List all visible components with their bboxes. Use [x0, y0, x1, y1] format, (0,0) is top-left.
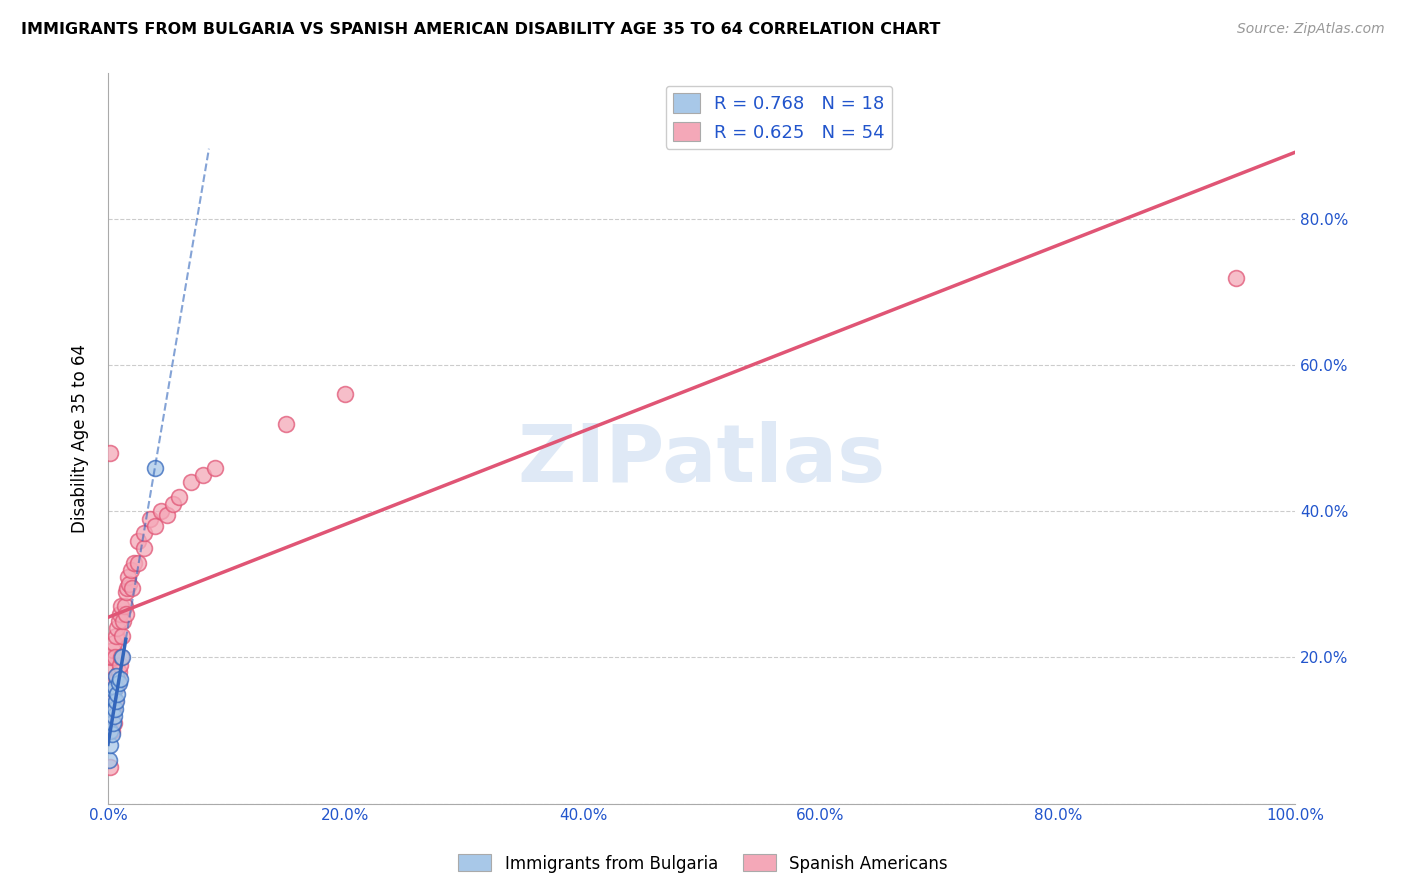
Point	[107, 676, 129, 690]
Point	[103, 716, 125, 731]
Point	[101, 673, 124, 687]
Point	[104, 680, 127, 694]
Point	[98, 446, 121, 460]
Point	[104, 694, 127, 708]
Point	[101, 701, 124, 715]
Point	[105, 680, 128, 694]
Point	[335, 387, 357, 401]
Point	[101, 643, 124, 657]
Point	[100, 650, 122, 665]
Point	[112, 614, 135, 628]
Point	[110, 650, 132, 665]
Point	[107, 614, 129, 628]
Point	[274, 417, 297, 431]
Point	[132, 526, 155, 541]
Point	[122, 556, 145, 570]
Point	[98, 709, 121, 723]
Point	[100, 723, 122, 738]
Point	[105, 669, 128, 683]
Point	[115, 581, 138, 595]
Point	[103, 709, 125, 723]
Point	[156, 508, 179, 522]
Legend: R = 0.768   N = 18, R = 0.625   N = 54: R = 0.768 N = 18, R = 0.625 N = 54	[665, 86, 893, 149]
Point	[100, 694, 122, 708]
Point	[191, 467, 214, 482]
Point	[107, 687, 129, 701]
Point	[132, 541, 155, 555]
Point	[100, 727, 122, 741]
Point	[145, 519, 167, 533]
Point	[114, 584, 136, 599]
Legend: Immigrants from Bulgaria, Spanish Americans: Immigrants from Bulgaria, Spanish Americ…	[451, 847, 955, 880]
Point	[98, 753, 121, 767]
Point	[107, 673, 129, 687]
Point	[98, 760, 121, 774]
Point	[1225, 270, 1247, 285]
Point	[98, 650, 121, 665]
Y-axis label: Disability Age 35 to 64: Disability Age 35 to 64	[72, 343, 89, 533]
Point	[108, 607, 131, 621]
Point	[103, 636, 125, 650]
Point	[101, 690, 124, 705]
Point	[117, 570, 139, 584]
Point	[98, 723, 121, 738]
Point	[111, 650, 134, 665]
Text: ZIPatlas: ZIPatlas	[517, 421, 886, 500]
Point	[104, 650, 127, 665]
Point	[105, 694, 128, 708]
Point	[127, 533, 149, 548]
Point	[145, 460, 167, 475]
Point	[167, 490, 190, 504]
Point	[98, 665, 121, 679]
Point	[98, 687, 121, 701]
Text: Source: ZipAtlas.com: Source: ZipAtlas.com	[1237, 22, 1385, 37]
Point	[204, 460, 226, 475]
Point	[114, 599, 136, 614]
Point	[110, 599, 132, 614]
Point	[108, 673, 131, 687]
Point	[121, 581, 143, 595]
Point	[138, 511, 160, 525]
Point	[100, 701, 122, 715]
Point	[127, 556, 149, 570]
Point	[105, 629, 128, 643]
Point	[111, 629, 134, 643]
Point	[180, 475, 202, 490]
Point	[120, 563, 142, 577]
Point	[107, 665, 129, 679]
Point	[98, 738, 121, 752]
Point	[107, 621, 129, 635]
Point	[162, 497, 184, 511]
Point	[150, 504, 173, 518]
Point	[104, 701, 127, 715]
Point	[114, 607, 136, 621]
Point	[101, 716, 124, 731]
Point	[118, 577, 141, 591]
Point	[108, 657, 131, 672]
Text: IMMIGRANTS FROM BULGARIA VS SPANISH AMERICAN DISABILITY AGE 35 TO 64 CORRELATION: IMMIGRANTS FROM BULGARIA VS SPANISH AMER…	[21, 22, 941, 37]
Point	[103, 683, 125, 698]
Point	[103, 683, 125, 698]
